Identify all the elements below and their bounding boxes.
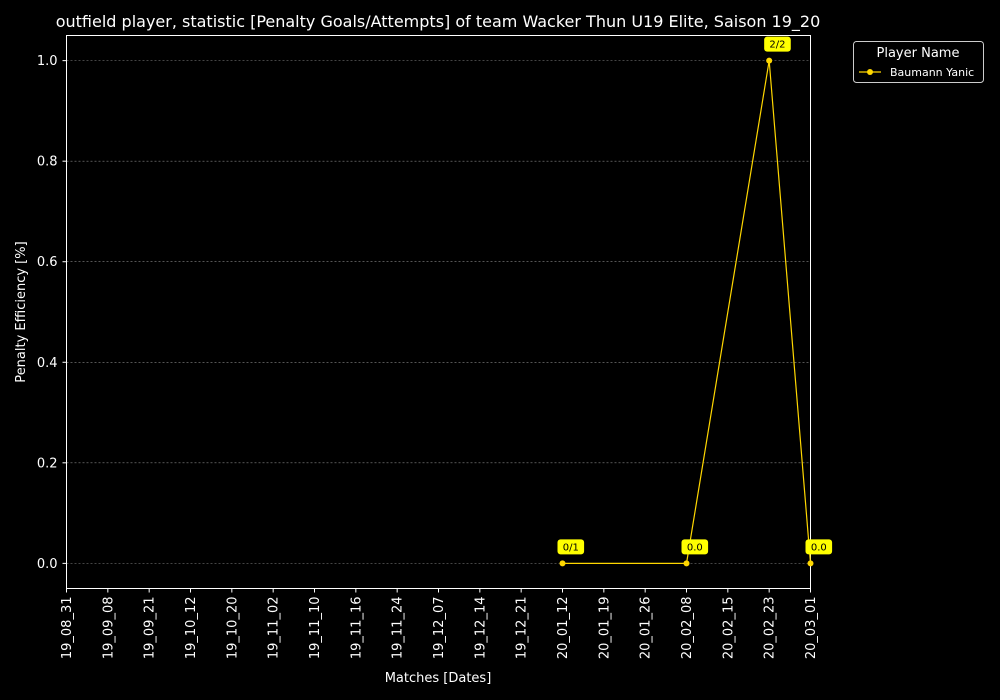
x-tick-label: 19_11_24	[391, 597, 406, 660]
x-tick-label: 19_09_21	[143, 597, 158, 660]
x-tick-label: 20_03_01	[804, 597, 819, 660]
plot-frame	[66, 35, 811, 589]
y-tick-label: 0.6	[37, 255, 58, 270]
chart-title: outfield player, statistic [Penalty Goal…	[56, 12, 821, 32]
data-label-box	[764, 36, 791, 52]
x-tick-label: 19_09_08	[101, 597, 116, 660]
x-tick-label: 20_01_26	[639, 597, 654, 660]
x-tick-label: 19_12_21	[515, 597, 530, 660]
x-axis: 19_08_31 19_09_08 19_09_21 19_10_12 19_10_20…	[60, 588, 819, 660]
x-tick-label: 19_12_14	[473, 597, 488, 660]
y-tick-label: 0.8	[37, 155, 58, 170]
x-tick-label: 20_01_19	[597, 597, 612, 660]
x-tick-label: 20_02_23	[763, 597, 778, 660]
x-axis-label: Matches [Dates]	[385, 671, 492, 686]
legend-box	[853, 41, 984, 83]
legend-title: Player Name	[877, 46, 960, 61]
x-tick-label: 19_11_10	[308, 597, 323, 660]
y-tick-label: 1.0	[37, 54, 58, 69]
data-label-box	[557, 539, 585, 555]
data-label: 0.0	[687, 542, 703, 553]
series-line	[562, 60, 812, 564]
x-tick-label: 19_08_31	[60, 597, 75, 660]
legend-marker-swatch	[867, 69, 873, 75]
annotation-layer: 0/1 0.0 2/2 0.0	[557, 36, 833, 555]
x-tick-label: 19_11_02	[267, 597, 282, 660]
data-label: 0/1	[563, 542, 579, 553]
x-tick-label: 19_11_16	[349, 597, 364, 660]
data-label-box	[681, 539, 709, 555]
data-point	[766, 57, 773, 64]
y-tick-label: 0.4	[37, 356, 58, 371]
y-axis: 0.0 0.2 0.4 0.6 0.8 1.0	[37, 54, 67, 572]
legend: Player Name Baumann Yanic	[853, 41, 984, 83]
x-tick-label: 20_02_08	[680, 597, 695, 660]
data-label: 0.0	[811, 542, 827, 553]
x-tick-label: 19_10_20	[225, 597, 240, 660]
series-layer	[559, 57, 814, 567]
data-label-box	[805, 539, 833, 555]
y-tick-label: 0.2	[37, 456, 58, 471]
legend-entry-label: Baumann Yanic	[890, 66, 974, 79]
data-label: 2/2	[769, 40, 785, 51]
x-tick-label: 19_10_12	[184, 597, 199, 660]
y-axis-label: Penalty Efficiency [%]	[14, 241, 29, 382]
data-point	[807, 560, 814, 567]
x-tick-label: 19_12_07	[432, 597, 447, 660]
x-tick-label: 20_01_12	[556, 597, 571, 660]
x-tick-label: 20_02_15	[721, 597, 736, 660]
data-point	[683, 560, 690, 567]
data-point	[559, 560, 566, 567]
y-tick-label: 0.0	[37, 557, 58, 572]
